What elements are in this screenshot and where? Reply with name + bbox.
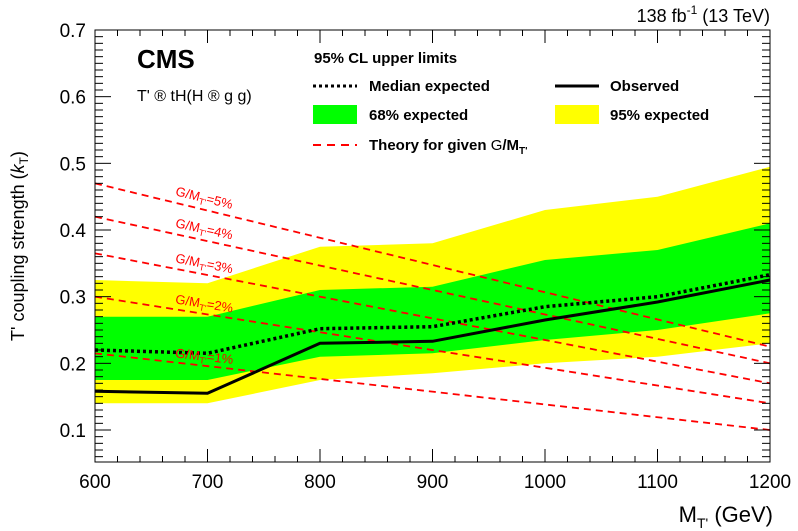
theory-label: G/MT'=1% — [174, 345, 234, 369]
y-tick-label: 0.1 — [60, 421, 86, 442]
theory-line — [94, 252, 771, 385]
legend-theory-label: Theory for given G/MT' — [369, 137, 528, 157]
legend-header: 95% CL upper limits — [314, 50, 457, 67]
x-tick-label: 1000 — [524, 472, 566, 493]
theory-labels: G/MT'=5%G/MT'=4% G/MT'=3% G/MT'=2% G/MT'=1% — [174, 184, 235, 369]
x-tick-label: 900 — [417, 472, 449, 493]
observed-line — [94, 278, 771, 395]
experiment-label: CMS — [137, 44, 195, 74]
y-tick-label: 0.3 — [60, 288, 86, 309]
y-tick-label: 0.6 — [60, 88, 86, 109]
y-axis-title: T' coupling strength (kT) — [8, 151, 31, 341]
theory-line — [94, 352, 771, 431]
legend-median-label: Median expected — [369, 78, 490, 95]
legend-observed-label: Observed — [610, 78, 679, 95]
lumi-label: 138 fb-1 (13 TeV) — [637, 3, 770, 26]
process-label: T' ® tH(H ® g g) — [137, 88, 252, 105]
x-tick-label: 800 — [304, 472, 336, 493]
theory-line — [94, 295, 771, 405]
theory-label: G/MT'=5% — [174, 184, 235, 214]
legend-68-label: 68% expected — [369, 107, 468, 124]
theory-label: G/MT'=4% — [174, 215, 235, 244]
y-tick-label: 0.4 — [60, 221, 87, 242]
legend: 95% CL upper limits Median expected Obse… — [313, 50, 709, 157]
axis-ticks — [94, 29, 771, 462]
theory-lines — [94, 182, 771, 431]
x-tick-label: 1200 — [749, 472, 791, 493]
legend-95-swatch — [555, 105, 599, 124]
theory-label: G/MT'=3% — [174, 251, 235, 279]
axis-tick-labels: 600 700 800 900 1000 1100 1200 0.1 0.2 0.3 0.4 0.5 0… — [60, 21, 792, 493]
legend-68-swatch — [313, 105, 357, 124]
x-tick-label: 600 — [79, 472, 111, 493]
theory-label: G/MT'=2% — [174, 292, 235, 318]
x-axis-title: MT' (GeV) — [679, 502, 773, 531]
x-tick-label: 700 — [192, 472, 224, 493]
y-tick-label: 0.7 — [60, 21, 86, 42]
legend-95-label: 95% expected — [610, 107, 709, 124]
y-tick-label: 0.5 — [60, 154, 86, 175]
x-tick-label: 1100 — [637, 472, 678, 493]
y-tick-label: 0.2 — [60, 354, 86, 375]
theory-line — [94, 182, 771, 348]
